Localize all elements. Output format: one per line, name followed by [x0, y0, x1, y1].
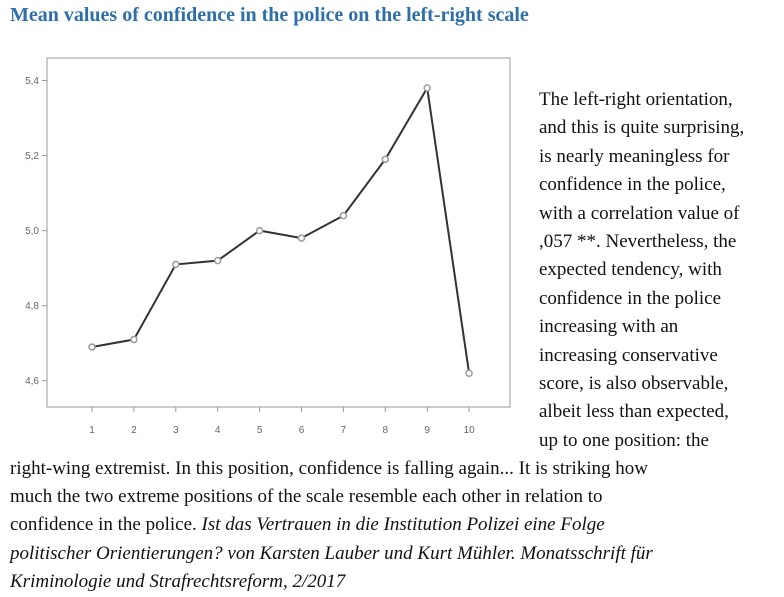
text-line: expected tendency, with [539, 259, 722, 281]
text-line: confidence in the police, [539, 174, 726, 196]
x-tick-label: 9 [424, 425, 430, 436]
y-tick-label: 5,0 [25, 226, 39, 237]
citation: Ist das Vertrauen in die Institution Pol… [201, 514, 605, 536]
text-line: and this is quite surprising, [539, 117, 745, 139]
data-point [339, 211, 348, 220]
continuation-text: right-wing extremist. In this position, … [10, 455, 780, 596]
text-line: right-wing extremist. In this position, … [10, 458, 648, 479]
data-points [88, 84, 473, 377]
text-line: increasing with an [539, 316, 679, 338]
y-tick-label: 5,2 [25, 151, 39, 162]
description-text: The left-right orientation, and this is q… [539, 86, 779, 455]
x-tick-label: 1 [89, 425, 95, 436]
text-line: increasing conservative [539, 344, 718, 366]
text-line: confidence in the police [539, 287, 722, 309]
text-line: with a correlation value of [539, 202, 740, 224]
series-line [91, 85, 471, 374]
x-axis: 1 2 3 4 5 6 7 8 9 10 [89, 407, 475, 436]
x-tick-label: 7 [341, 425, 347, 436]
line-chart: 4,6 4,8 5,0 5,2 5,4 1 2 3 4 5 6 7 8 9 10 [25, 57, 511, 436]
data-point [213, 256, 222, 265]
text-line: score, is also observable, [539, 373, 729, 395]
x-tick-label: 4 [215, 425, 221, 436]
data-point [130, 335, 138, 344]
y-tick-label: 4,8 [25, 301, 39, 312]
y-tick-label: 4,6 [25, 376, 39, 387]
citation-line: Kriminologie und Strafrechtsreform, 2/20… [10, 570, 346, 592]
text-line: much the two extreme positions of the sc… [10, 486, 603, 508]
y-axis: 4,6 4,8 5,0 5,2 5,4 [25, 76, 47, 387]
data-point [423, 84, 431, 92]
plot-frame [46, 57, 511, 408]
text-line: The left-right orientation, [539, 89, 733, 110]
text-line: confidence in the police. [10, 514, 202, 536]
data-point [297, 234, 306, 242]
x-tick-label: 6 [299, 425, 305, 436]
data-point [465, 369, 473, 377]
text-line: ,057 **. Nevertheless, the [539, 231, 737, 253]
x-tick-label: 8 [383, 425, 389, 436]
y-tick-label: 5,4 [25, 76, 39, 87]
citation-line: politischer Orientierungen? von Karsten … [10, 542, 653, 564]
data-point [255, 226, 264, 235]
x-tick-label: 2 [131, 425, 137, 436]
data-point [381, 155, 390, 164]
data-point [88, 343, 96, 351]
text-line: up to one position: the [539, 429, 709, 451]
x-tick-label: 3 [173, 425, 179, 436]
text-line: albeit less than expected, [539, 401, 729, 423]
page-title: Mean values of confidence in the police … [10, 4, 529, 26]
x-tick-label: 5 [257, 425, 263, 436]
x-tick-label: 10 [464, 425, 476, 436]
text-line: is nearly meaningless for [539, 145, 730, 167]
data-point [172, 260, 180, 269]
